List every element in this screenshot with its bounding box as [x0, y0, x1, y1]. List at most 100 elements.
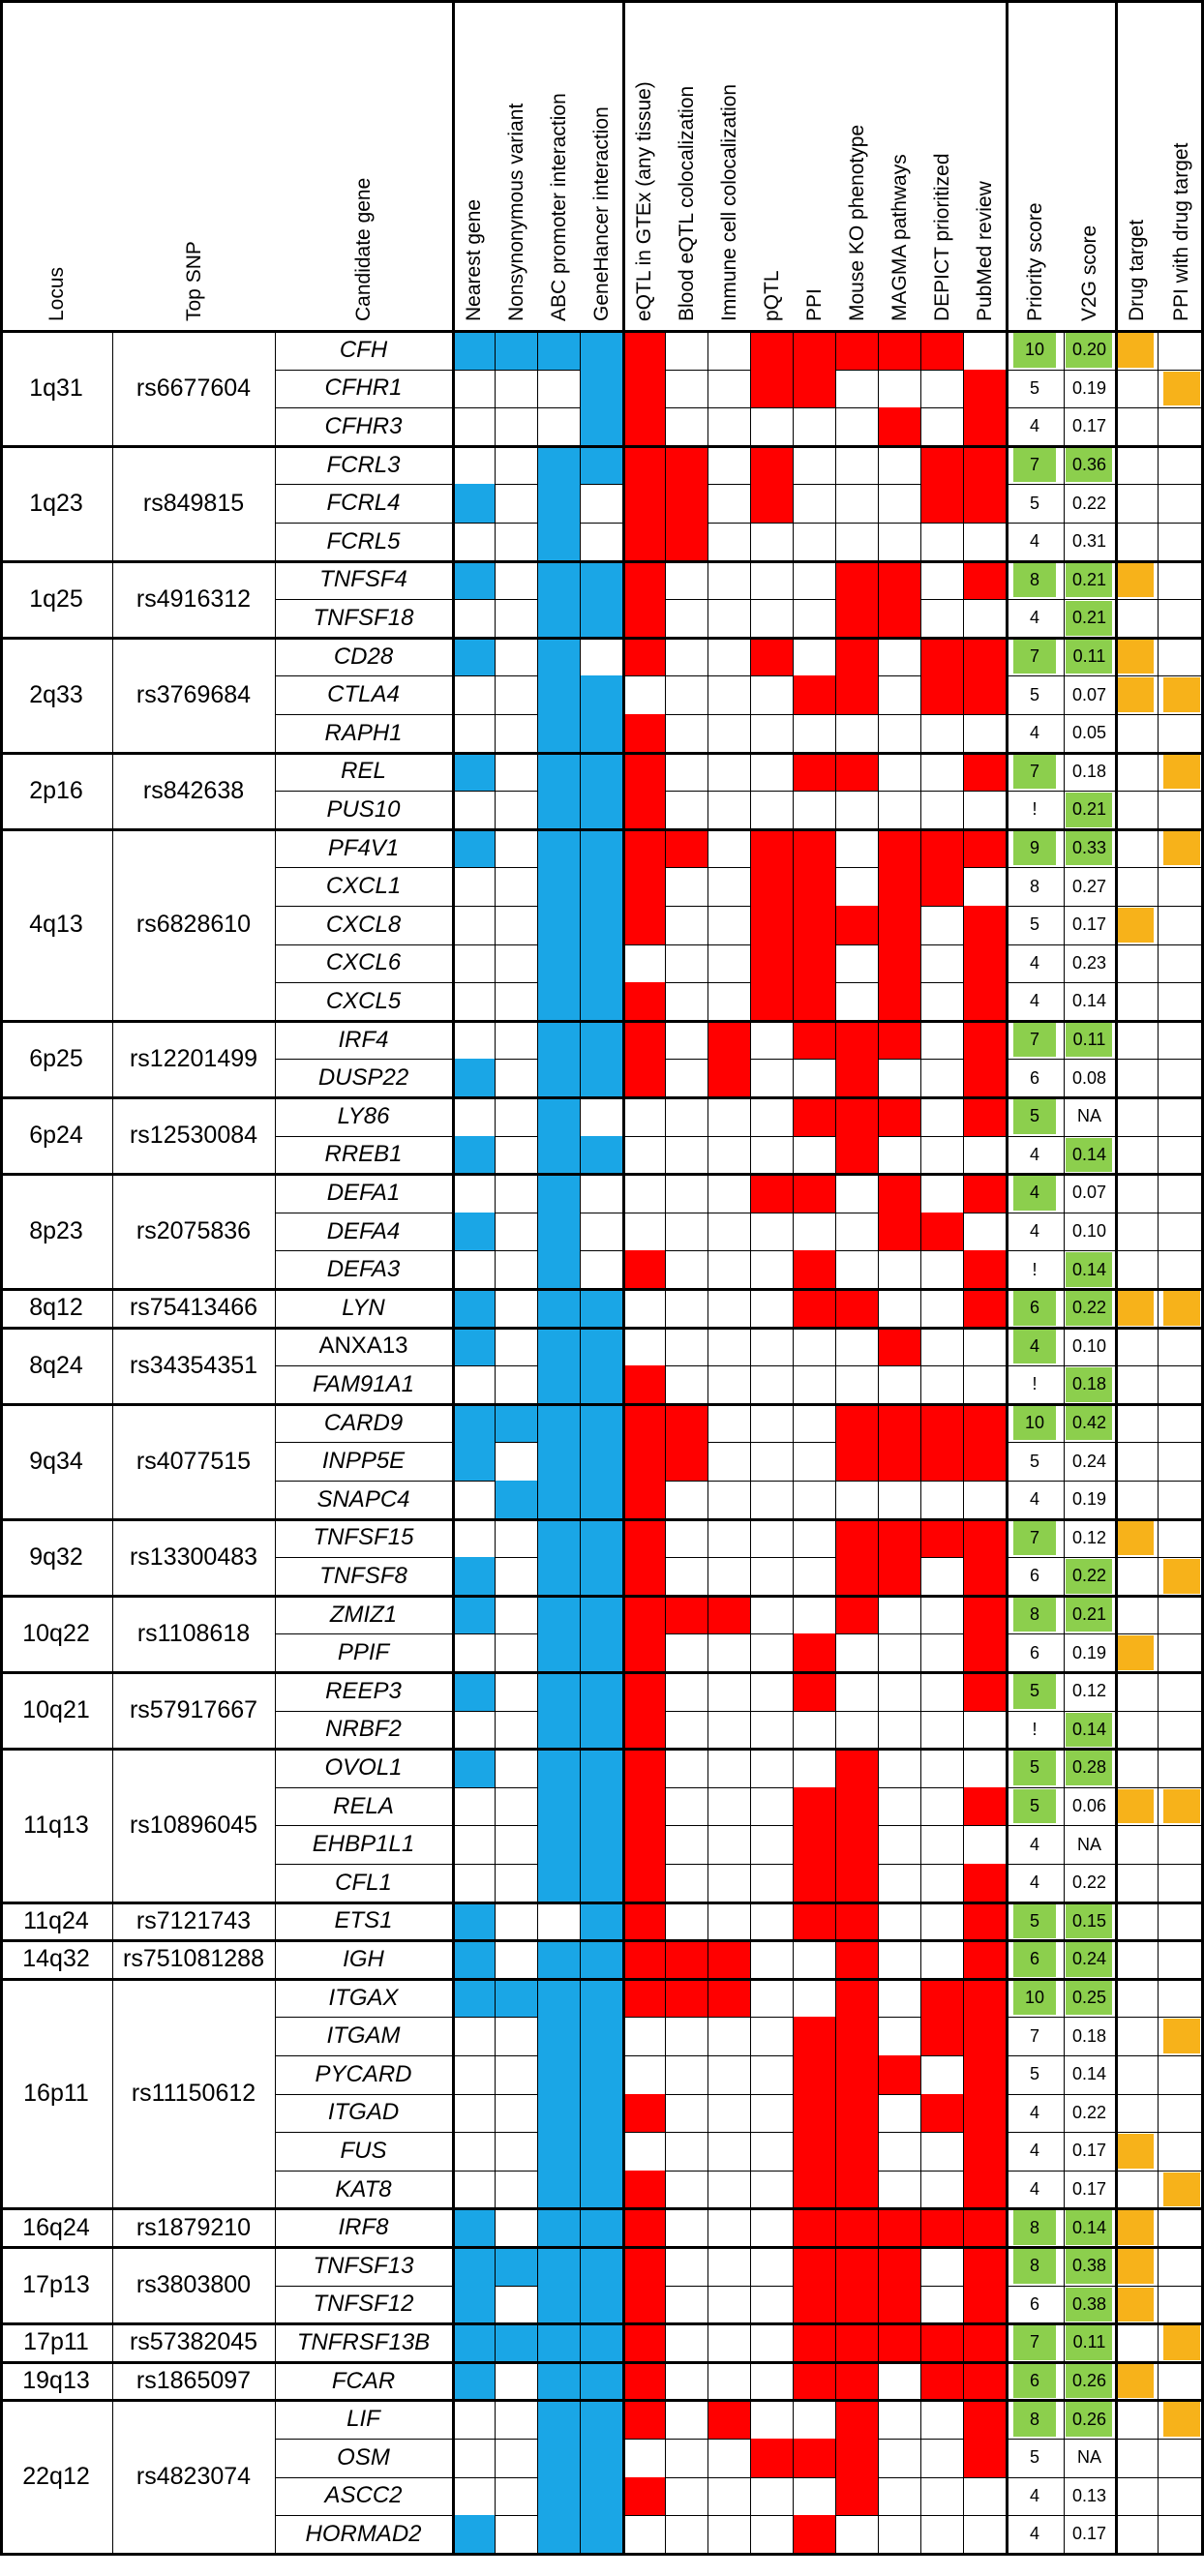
- evidence-cell: [920, 1403, 963, 1443]
- priority-score-value: 7: [1029, 1527, 1039, 1547]
- candidate-gene-name: TNFSF8: [319, 1562, 407, 1589]
- evidence-cell: [750, 369, 793, 408]
- evidence-cell: [793, 982, 835, 1021]
- evidence-cell: [537, 2017, 580, 2055]
- priority-score-value: 5: [1029, 1910, 1039, 1931]
- evidence-cell: [963, 1978, 1006, 2018]
- evidence-cell: [963, 2285, 1006, 2324]
- v2g-score-value: 0.07: [1071, 1183, 1107, 1203]
- row-divider: [275, 407, 1204, 409]
- priority-score-value: 8: [1029, 2217, 1039, 2237]
- top-snp-label: rs57382045: [129, 2328, 258, 2356]
- candidate-gene-name: SNAPC4: [316, 1485, 410, 1513]
- group-divider: [0, 1977, 1204, 1981]
- evidence-cell: [452, 828, 495, 868]
- evidence-cell: [963, 2208, 1006, 2247]
- evidence-cell: [963, 1289, 1006, 1328]
- evidence-cell: [622, 2208, 665, 2247]
- evidence-cell: [878, 407, 920, 446]
- candidate-gene-name: EHBP1L1: [312, 1831, 415, 1858]
- v2g-score-value: NA: [1076, 2447, 1101, 2468]
- top-snp-label: rs1108618: [136, 1619, 251, 1647]
- priority-score-value: 5: [1029, 1106, 1039, 1126]
- evidence-cell: [580, 2361, 622, 2401]
- evidence-cell: [452, 637, 495, 676]
- top-snp-label: rs57917667: [129, 1696, 258, 1724]
- row-divider: [275, 2132, 1204, 2134]
- top-snp-label: rs1879210: [135, 2213, 252, 2241]
- evidence-cell: [835, 1749, 878, 1787]
- row-divider: [275, 484, 1204, 486]
- evidence-cell: [963, 906, 1006, 944]
- evidence-cell: [452, 1672, 495, 1711]
- v2g-highlight: [1066, 1022, 1112, 1058]
- v2g-score-value: 0.10: [1071, 1335, 1107, 1356]
- evidence-cell: [835, 2017, 878, 2055]
- evidence-cell: [835, 906, 878, 944]
- v2g-highlight: [1066, 1137, 1112, 1173]
- group-divider: [0, 2552, 1204, 2556]
- priority-score-value: 5: [1029, 377, 1039, 398]
- priority-score-value: 4: [1029, 1144, 1039, 1164]
- evidence-cell: [622, 867, 665, 906]
- candidate-gene-name: RREB1: [324, 1141, 403, 1168]
- v2g-highlight: [1066, 2402, 1112, 2437]
- evidence-cell: [878, 331, 920, 370]
- priority-highlight: [1013, 1329, 1056, 1364]
- evidence-cell: [580, 331, 622, 370]
- column-divider: [878, 331, 879, 2556]
- evidence-cell: [665, 1403, 707, 1443]
- candidate-gene-name: IGH: [343, 1945, 384, 1972]
- top-snp-label: rs13300483: [129, 1543, 258, 1571]
- evidence-cell: [622, 560, 665, 600]
- evidence-cell: [452, 1595, 495, 1634]
- v2g-score-value: 0.38: [1071, 2256, 1107, 2276]
- evidence-cell: [622, 369, 665, 408]
- priority-score-value: 8: [1029, 569, 1039, 589]
- evidence-cell: [835, 1518, 878, 1558]
- v2g-highlight: [1066, 1291, 1112, 1326]
- evidence-cell: [622, 1250, 665, 1289]
- evidence-cell: [750, 484, 793, 523]
- group-divider: [0, 1402, 1204, 1406]
- evidence-cell: [963, 1786, 1006, 1826]
- header-evidence-12: PubMed review: [974, 181, 996, 321]
- drug-target-mark: [1117, 2363, 1154, 2399]
- evidence-cell: [580, 1403, 622, 1443]
- evidence-cell: [580, 2247, 622, 2286]
- header-drug-target: Drug target: [1126, 219, 1148, 321]
- evidence-cell: [793, 1672, 835, 1711]
- evidence-cell: [920, 331, 963, 370]
- top-snp-label: rs6677604: [135, 374, 252, 402]
- evidence-cell: [835, 1978, 878, 2018]
- priority-score-value: 8: [1029, 2256, 1039, 2276]
- ppi-drug-target-mark: [1163, 1788, 1200, 1824]
- header-evidence-8: PPI: [803, 288, 826, 321]
- group-divider: [0, 2322, 1204, 2326]
- evidence-cell: [793, 752, 835, 792]
- column-divider: [963, 331, 964, 2556]
- evidence-cell: [707, 1595, 750, 1634]
- evidence-cell: [622, 1978, 665, 2018]
- evidence-cell: [537, 2132, 580, 2171]
- v2g-highlight: [1066, 562, 1112, 598]
- evidence-cell: [793, 2515, 835, 2554]
- locus-label: 14q32: [22, 1945, 90, 1973]
- evidence-cell: [537, 1097, 580, 1136]
- evidence-cell: [622, 1710, 665, 1750]
- priority-highlight: [1013, 1788, 1056, 1824]
- priority-score-value: 6: [1029, 1566, 1039, 1586]
- evidence-cell: [622, 828, 665, 868]
- candidate-gene-name: LIF: [346, 2406, 380, 2433]
- v2g-score-value: 0.24: [1071, 1451, 1107, 1471]
- evidence-cell: [580, 752, 622, 792]
- top-snp-label: rs2075836: [135, 1217, 252, 1245]
- evidence-cell: [750, 944, 793, 983]
- priority-score-value: 6: [1029, 1298, 1039, 1318]
- candidate-gene-name: NRBF2: [325, 1716, 402, 1743]
- drug-target-mark: [1117, 908, 1154, 943]
- evidence-cell: [793, 906, 835, 944]
- evidence-cell: [793, 1250, 835, 1289]
- evidence-cell: [835, 675, 878, 714]
- evidence-cell: [622, 714, 665, 753]
